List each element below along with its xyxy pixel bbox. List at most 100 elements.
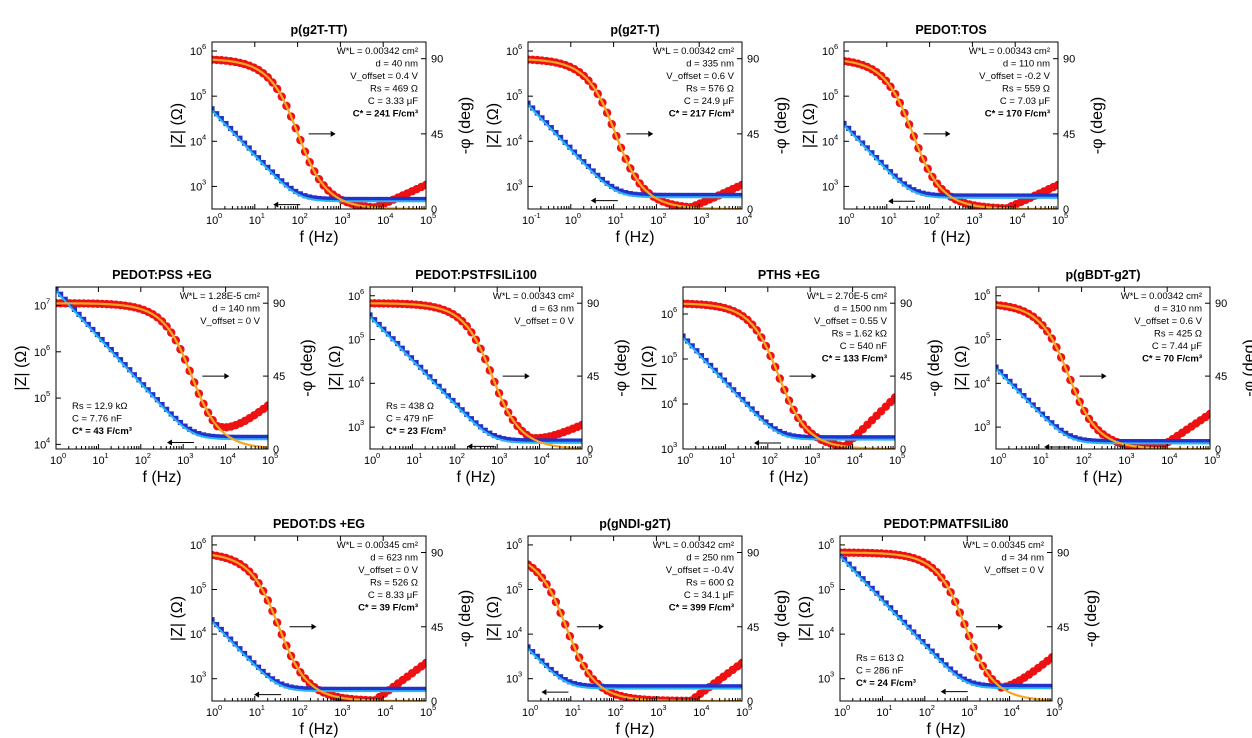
area-annotation: W*L = 0.00342 cm² bbox=[1121, 291, 1202, 302]
x-tick-exponent: 5 bbox=[432, 211, 436, 220]
y-tick-exponent: 5 bbox=[518, 581, 522, 590]
x-tick-exponent: 2 bbox=[931, 703, 935, 712]
x-tick-label: 10 bbox=[834, 707, 846, 719]
impedance-point bbox=[984, 682, 991, 689]
impedance-point bbox=[585, 683, 592, 689]
impedance-point bbox=[674, 684, 680, 690]
x-tick-label: 10 bbox=[249, 215, 261, 227]
impedance-point bbox=[739, 684, 742, 690]
impedance-point bbox=[81, 316, 87, 323]
impedance-point bbox=[1188, 439, 1194, 445]
impedance-point bbox=[1055, 193, 1058, 199]
chart-panel: 10 0 10 1 10 2 10 3 10 4 10 510 310 410 510 604590p(gND… bbox=[485, 517, 790, 738]
impedance-point bbox=[219, 434, 225, 440]
plot-frame bbox=[995, 286, 1211, 450]
impedance-axis-arrowhead bbox=[1044, 443, 1050, 450]
impedance-point bbox=[556, 438, 562, 444]
y-tick-exponent: 6 bbox=[202, 536, 206, 545]
x-axis-label: f (Hz) bbox=[1083, 469, 1122, 486]
impedance-point bbox=[1030, 402, 1036, 408]
impedance-point bbox=[655, 684, 661, 690]
impedance-point bbox=[846, 435, 852, 441]
y-axis-label: |Z| (Ω) bbox=[797, 596, 814, 641]
x-tick-label: 10 bbox=[693, 707, 705, 719]
impedance-point bbox=[892, 610, 898, 616]
y-tick-exponent: 5 bbox=[46, 389, 50, 398]
impedance-point bbox=[726, 382, 732, 388]
impedance-point bbox=[269, 676, 276, 682]
impedance-point bbox=[781, 430, 787, 437]
impedance-point bbox=[730, 684, 736, 690]
impedance-point bbox=[251, 660, 257, 666]
impedance-point bbox=[735, 392, 741, 398]
impedance-point bbox=[711, 192, 717, 199]
data-group bbox=[528, 55, 742, 209]
impedance-point bbox=[967, 193, 973, 199]
impedance-point bbox=[878, 595, 885, 601]
impedance-point bbox=[358, 196, 364, 203]
x-tick-exponent: 1 bbox=[888, 703, 892, 712]
impedance-point bbox=[427, 374, 433, 380]
impedance-axis-arrowhead bbox=[940, 688, 946, 695]
x-tick-exponent: 2 bbox=[304, 211, 308, 220]
impedance-point bbox=[1013, 193, 1019, 199]
impedance-point bbox=[1032, 193, 1038, 199]
impedance-point bbox=[505, 436, 511, 443]
y-tick-exponent: 5 bbox=[673, 350, 677, 359]
impedance-point bbox=[1044, 683, 1050, 689]
phase-axis-arrowhead bbox=[1101, 373, 1107, 380]
impedance-point bbox=[883, 600, 889, 606]
y-axis-label: |Z| (Ω) bbox=[169, 103, 186, 148]
impedance-point bbox=[468, 416, 474, 422]
impedance-point bbox=[348, 196, 355, 203]
y-tick-exponent: 5 bbox=[202, 581, 206, 590]
impedance-point bbox=[414, 686, 420, 692]
impedance-point bbox=[1022, 193, 1029, 199]
x-tick-label: 10 bbox=[420, 215, 432, 227]
impedance-point bbox=[655, 192, 661, 198]
impedance-point bbox=[869, 585, 875, 592]
impedance-point bbox=[678, 684, 685, 690]
impedance-point bbox=[1026, 683, 1032, 689]
impedance-point bbox=[164, 406, 170, 412]
y-tick-exponent: 5 bbox=[202, 87, 206, 96]
chart-title: PEDOT:PSTFSILi100 bbox=[415, 268, 537, 282]
y2-tick-label: 45 bbox=[587, 371, 599, 383]
y-tick-label: 10 bbox=[506, 540, 518, 552]
impedance-point bbox=[754, 410, 760, 417]
chart-title: PEDOT:DS +EG bbox=[273, 517, 365, 531]
impedance-point bbox=[528, 438, 534, 444]
impedance-point bbox=[1012, 383, 1018, 389]
impedance-point bbox=[376, 321, 382, 328]
plot-frame bbox=[682, 286, 896, 450]
impedance-point bbox=[1007, 378, 1013, 384]
x-tick-label: 10 bbox=[838, 215, 850, 227]
impedance-point bbox=[706, 192, 713, 199]
impedance-point bbox=[804, 434, 811, 440]
impedance-point bbox=[1050, 193, 1056, 199]
impedance-point bbox=[860, 140, 866, 146]
y2-tick-label: 0 bbox=[587, 444, 593, 456]
impedance-point bbox=[579, 438, 582, 444]
impedance-point bbox=[576, 682, 582, 688]
impedance-point bbox=[702, 192, 708, 199]
impedance-point bbox=[539, 658, 545, 664]
x-tick-exponent: 3 bbox=[346, 703, 350, 712]
impedance-point bbox=[269, 169, 276, 175]
impedance-point bbox=[1095, 438, 1101, 444]
impedance-point bbox=[758, 415, 764, 421]
chart-title: PEDOT:PSS +EG bbox=[112, 268, 212, 282]
impedance-point bbox=[971, 680, 977, 686]
y-tick-label: 10 bbox=[506, 181, 518, 193]
rs-annotation: Rs = 600 Ω bbox=[686, 578, 734, 589]
impedance-point bbox=[362, 686, 369, 692]
impedance-point bbox=[454, 402, 461, 408]
phase-axis-arrowhead bbox=[998, 623, 1004, 630]
x-tick-label: 10 bbox=[650, 215, 662, 227]
impedance-point bbox=[1128, 439, 1134, 445]
impedance-fit-line bbox=[370, 315, 582, 444]
impedance-point bbox=[623, 190, 629, 196]
chart-title: p(gBDT-g2T) bbox=[1066, 268, 1141, 282]
x-tick-label: 10 bbox=[889, 455, 901, 467]
rs-annotation: Rs = 469 Ω bbox=[370, 84, 418, 95]
